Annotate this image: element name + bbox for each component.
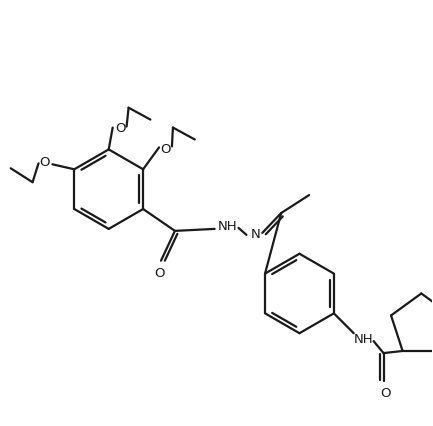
Text: NH: NH (354, 332, 374, 345)
Text: O: O (115, 122, 126, 135)
Text: NH: NH (218, 220, 237, 233)
Text: O: O (380, 386, 391, 400)
Text: N: N (251, 228, 260, 241)
Text: O: O (154, 267, 164, 279)
Text: O: O (161, 143, 171, 155)
Text: O: O (39, 155, 50, 168)
